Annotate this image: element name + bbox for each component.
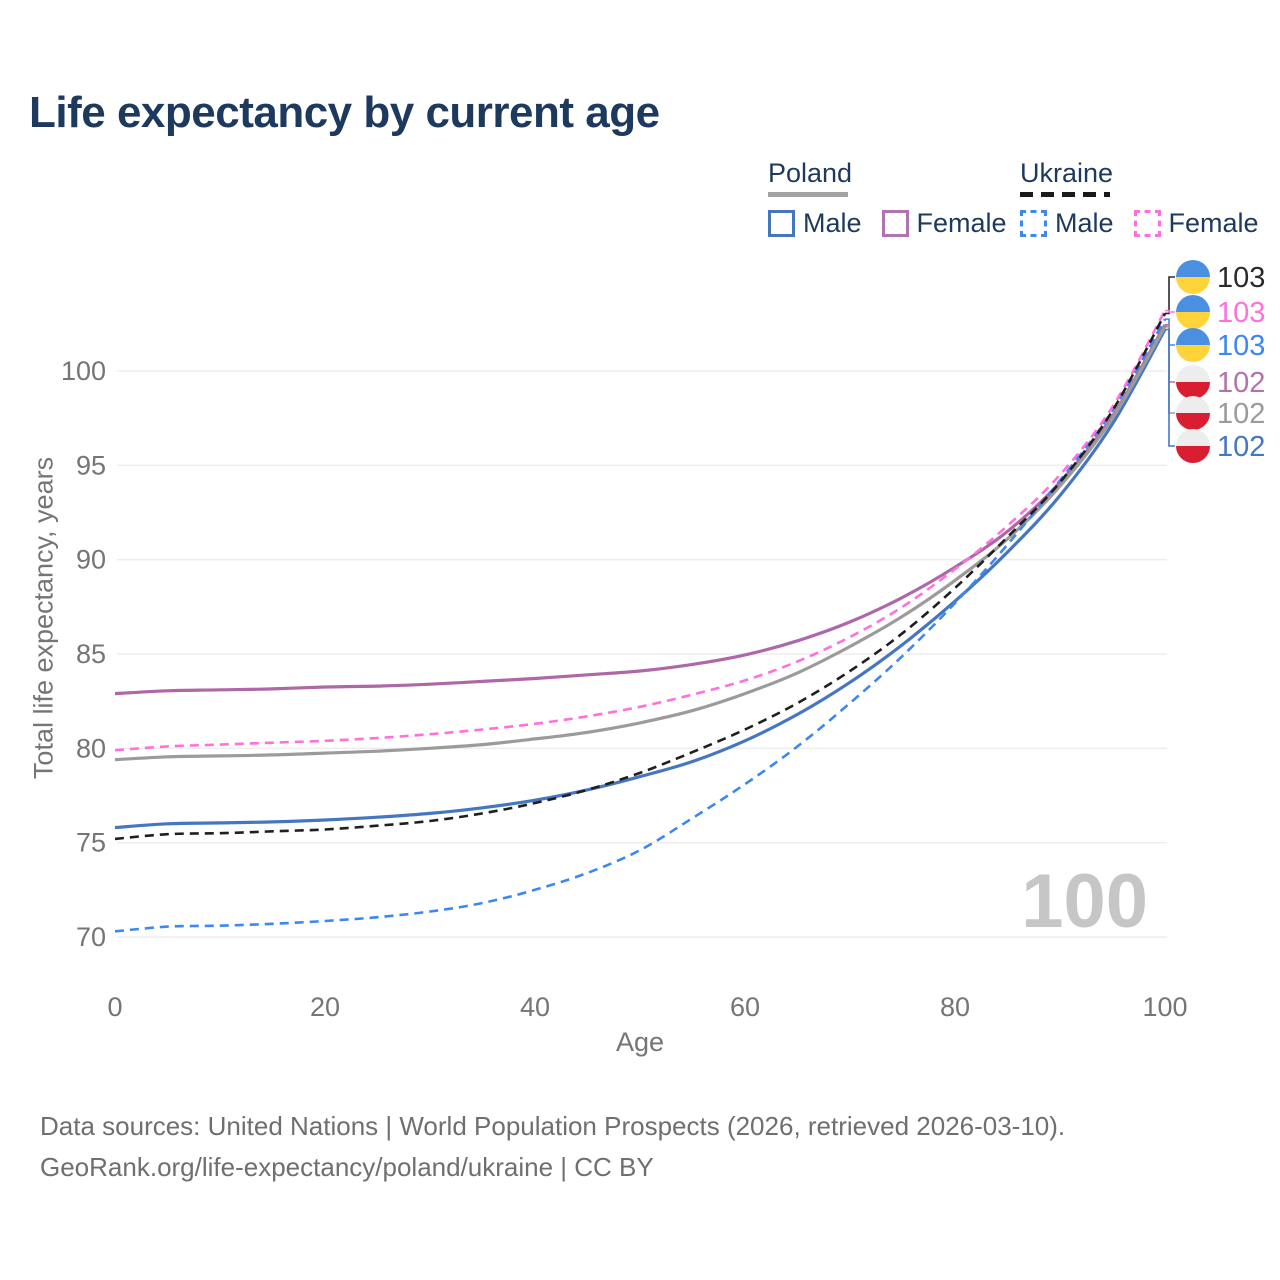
flag-icon-ukraine (1176, 260, 1210, 277)
flag-icon-ukraine (1176, 312, 1210, 329)
series-line-poland-both-sexes[interactable] (114, 325, 1167, 762)
legend-swatch-ukraine-female[interactable] (1133, 210, 1161, 237)
flag-icon-ukraine (1176, 295, 1210, 312)
series-line-ukraine-female[interactable] (114, 309, 1167, 752)
x-tick-label-100: 100 (1142, 992, 1187, 1022)
end-label-value-ukraine-female: 103 (1217, 297, 1265, 329)
legend-swatch-ukraine-male[interactable] (1020, 210, 1047, 237)
y-tick-label-95: 95 (76, 450, 106, 480)
y-tick-label-100: 100 (61, 356, 106, 386)
legend-label-poland-male[interactable]: Male (803, 208, 862, 238)
footer: Data sources: United Nations | World Pop… (40, 1106, 1065, 1188)
legend-swatch-poland-female[interactable] (881, 210, 909, 237)
y-tick-label-85: 85 (76, 639, 106, 669)
y-tick-label-70: 70 (76, 922, 106, 952)
series-line-ukraine-male[interactable] (114, 318, 1167, 933)
end-label-value-poland-both-sexes: 102 (1217, 398, 1265, 430)
y-tick-label-75: 75 (76, 828, 106, 858)
legend-label-poland-female[interactable]: Female (916, 208, 1007, 238)
legend-group-ukraine: Ukraine Male Female (1020, 158, 1271, 239)
y-tick-label-80: 80 (76, 733, 106, 763)
flag-icon-poland (1176, 429, 1210, 446)
x-axis-title: Age (615, 1027, 665, 1057)
legend-label-ukraine-male[interactable]: Male (1055, 208, 1114, 238)
end-label-connector (1165, 328, 1175, 447)
series-line-ukraine-both-sexes[interactable] (114, 312, 1167, 841)
end-label-connector (1165, 276, 1175, 315)
page-title: Life expectancy by current age (29, 88, 660, 137)
flag-icon-poland (1176, 365, 1210, 382)
x-tick-label-0: 0 (107, 992, 122, 1022)
watermark-age-value: 100 (1021, 859, 1148, 944)
series-line-poland-male[interactable] (114, 328, 1167, 830)
end-label-value-ukraine-male: 103 (1217, 330, 1265, 362)
legend-underline-dashed (1020, 192, 1110, 197)
end-label-value-poland-male: 102 (1217, 431, 1265, 463)
legend-group-title-poland: Poland (768, 158, 853, 188)
flag-icon-poland (1176, 396, 1210, 413)
end-label-value-ukraine-both-sexes: 103 (1217, 262, 1265, 294)
legend-swatch-poland-male[interactable] (768, 210, 795, 237)
end-label-connector (1165, 325, 1175, 414)
flag-icon-ukraine (1176, 345, 1210, 362)
flag-icon-ukraine (1176, 328, 1210, 345)
x-tick-label-80: 80 (940, 992, 970, 1022)
legend-group-title-ukraine: Ukraine (1020, 158, 1114, 188)
end-label-connector (1165, 318, 1175, 346)
x-tick-label-60: 60 (730, 992, 760, 1022)
y-axis-title: Total life expectancy, years (28, 456, 59, 780)
x-tick-label-40: 40 (520, 992, 550, 1022)
flag-icon-poland (1176, 382, 1210, 399)
legend-group-poland: Poland Male Female (768, 158, 1019, 239)
y-tick-label-90: 90 (76, 545, 106, 575)
flag-icon-poland (1176, 413, 1210, 430)
end-label-connector (1165, 323, 1175, 383)
flag-icon-ukraine (1176, 277, 1210, 294)
flag-icon-poland (1176, 446, 1210, 463)
footer-sources-line: Data sources: United Nations | World Pop… (40, 1111, 1066, 1141)
end-label-value-poland-female: 102 (1217, 367, 1265, 399)
series-line-poland-female[interactable] (114, 324, 1167, 696)
x-tick-label-20: 20 (310, 992, 340, 1022)
legend-underline-solid (768, 192, 848, 197)
end-label-connector (1165, 309, 1175, 313)
legend-label-ukraine-female[interactable]: Female (1168, 208, 1259, 238)
footer-attribution-line: GeoRank.org/life-expectancy/poland/ukrai… (40, 1152, 654, 1182)
